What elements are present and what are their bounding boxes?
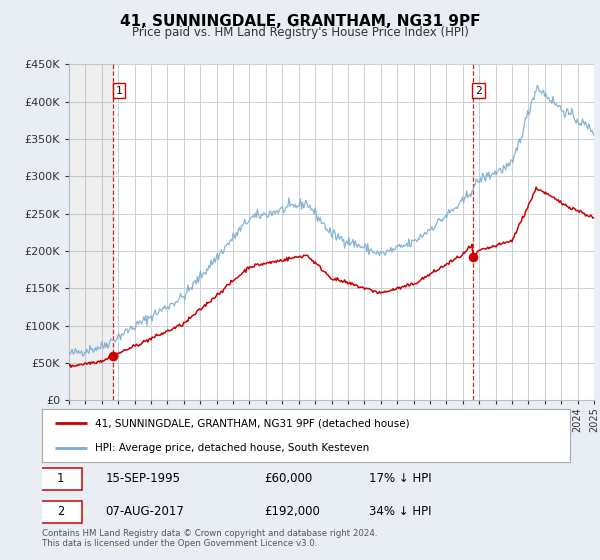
Text: 15-SEP-1995: 15-SEP-1995 (106, 472, 181, 485)
FancyBboxPatch shape (40, 468, 82, 490)
Text: 41, SUNNINGDALE, GRANTHAM, NG31 9PF (detached house): 41, SUNNINGDALE, GRANTHAM, NG31 9PF (det… (95, 418, 409, 428)
Bar (69, 64, 113, 400)
Text: Price paid vs. HM Land Registry's House Price Index (HPI): Price paid vs. HM Land Registry's House … (131, 26, 469, 39)
Text: 41, SUNNINGDALE, GRANTHAM, NG31 9PF: 41, SUNNINGDALE, GRANTHAM, NG31 9PF (120, 14, 480, 29)
Text: 34% ↓ HPI: 34% ↓ HPI (370, 506, 432, 519)
Text: 17% ↓ HPI: 17% ↓ HPI (370, 472, 432, 485)
FancyBboxPatch shape (40, 501, 82, 523)
Text: 1: 1 (116, 86, 122, 96)
Text: HPI: Average price, detached house, South Kesteven: HPI: Average price, detached house, Sout… (95, 442, 369, 452)
Text: Contains HM Land Registry data © Crown copyright and database right 2024.: Contains HM Land Registry data © Crown c… (42, 529, 377, 538)
Text: This data is licensed under the Open Government Licence v3.0.: This data is licensed under the Open Gov… (42, 539, 317, 548)
Text: 07-AUG-2017: 07-AUG-2017 (106, 506, 184, 519)
Text: £192,000: £192,000 (264, 506, 320, 519)
Text: 1: 1 (57, 472, 64, 485)
Text: 2: 2 (57, 506, 64, 519)
Text: 2: 2 (475, 86, 482, 96)
Text: £60,000: £60,000 (264, 472, 312, 485)
